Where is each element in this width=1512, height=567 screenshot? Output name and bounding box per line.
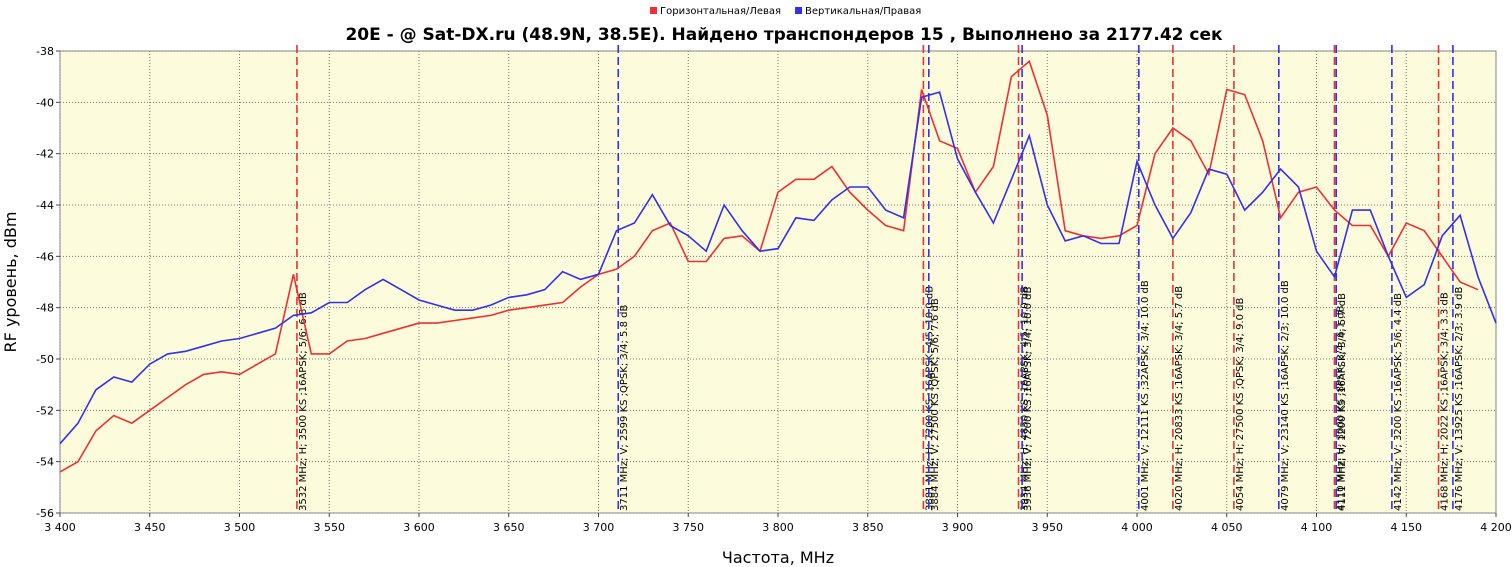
legend: Горизонтальная/Левая Вертикальная/Правая — [650, 6, 921, 17]
legend-swatch — [650, 7, 657, 14]
transponder-label: 3884 MHz; V; 27500 KS ;QPSK; 5/6; 7.6 dB — [930, 298, 941, 511]
x-tick-label: 3 500 — [224, 521, 256, 534]
x-tick-label: 3 550 — [314, 521, 346, 534]
transponder-label: 3532 MHz; H; 3500 KS ;16APSK; 5/6; 6.8 d… — [298, 292, 309, 511]
y-tick-label: -44 — [36, 199, 54, 212]
y-tick-label: -46 — [36, 250, 54, 263]
y-tick-label: -42 — [36, 148, 54, 161]
x-tick-label: 3 800 — [762, 521, 794, 534]
x-tick-label: 3 600 — [403, 521, 435, 534]
y-axis-label: RF уровень, dBm — [1, 212, 20, 353]
transponder-label: 4142 MHz; V; 3200 KS ;16APSK; 5/6; 4.4 d… — [1393, 293, 1404, 511]
transponder-label: 4054 MHz; H; 27500 KS ;QPSK; 3/4; 9.0 dB — [1235, 297, 1246, 511]
y-tick-label: -52 — [36, 404, 54, 417]
series-line — [59, 91, 1497, 445]
x-axis-label: Частота, MHz — [722, 548, 834, 567]
transponder-label: 3881 MHz; H; 7200 KS ;16APSK; 4/5; 10.0 … — [924, 286, 935, 511]
transponder-label: 4176 MHz; V; 13925 KS ;16APSK; 2/3; 3.9 … — [1454, 286, 1465, 511]
y-tick-label: -38 — [36, 45, 54, 58]
transponder-label: 3936 MHz; V; 7200 KS ;16APSK; 3/4; 10.0 … — [1023, 286, 1034, 511]
transponder-label: 4111 MHz; V; 1200 KS ;16APSK; 3/4; 5.7 d… — [1337, 293, 1348, 511]
x-tick-label: 3 650 — [493, 521, 525, 534]
x-tick-label: 3 450 — [134, 521, 166, 534]
y-tick-label: -54 — [36, 456, 54, 469]
y-tick-label: -40 — [36, 96, 54, 109]
x-tick-label: 3 700 — [583, 521, 615, 534]
x-tick-label: 4 100 — [1301, 521, 1333, 534]
transponder-label: 4168 MHz; H; 2022 KS ;16APSK; 3/4; 3.3 d… — [1440, 292, 1451, 511]
y-tick-label: -48 — [36, 302, 54, 315]
x-tick-label: 3 900 — [942, 521, 974, 534]
transponder-label: 4001 MHz; V; 12111 KS ;32APSK; 3/4; 10.0… — [1140, 280, 1151, 511]
transponder-label: 4110 MHz; H; 3000 KS ;8PSK; 3/4; 6.1 dB — [1335, 305, 1346, 511]
chart-title: 20E - @ Sat-DX.ru (48.9N, 38.5E). Найден… — [345, 25, 1223, 45]
transponder-label: 4020 MHz; H; 20833 KS ;16APSK; 3/4; 5.7 … — [1174, 286, 1185, 511]
x-tick-label: 4 150 — [1391, 521, 1423, 534]
legend-label: Вертикальная/Правая — [805, 6, 921, 17]
legend-swatch — [795, 7, 803, 14]
x-tick-label: 3 850 — [852, 521, 884, 534]
x-tick-label: 4 050 — [1211, 521, 1243, 534]
y-tick-label: -56 — [36, 507, 54, 520]
x-tick-label: 3 750 — [673, 521, 705, 534]
series-line — [59, 59, 1479, 473]
transponder-label: 3711 MHz; V; 2599 KS ;QPSK; 3/4; 5.8 dB — [619, 305, 630, 511]
y-tick-label: -50 — [36, 353, 54, 366]
transponder-label: 4079 MHz; V; 23140 KS ;16APSK; 2/3; 10.0… — [1280, 280, 1291, 511]
legend-label: Горизонтальная/Левая — [660, 6, 781, 17]
x-tick-label: 3 950 — [1032, 521, 1064, 534]
x-tick-label: 3 400 — [44, 521, 76, 534]
x-tick-label: 4 200 — [1480, 521, 1512, 534]
transponder-label: 3934 MHz; H; 4850 KS ;16APSK; 4/5; 10.0 … — [1020, 286, 1031, 511]
x-tick-label: 4 000 — [1121, 521, 1153, 534]
